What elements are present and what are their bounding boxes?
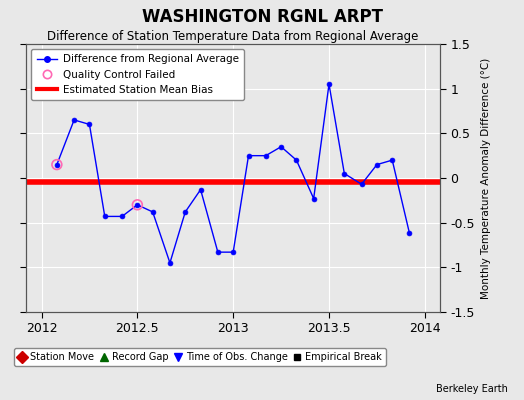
Text: WASHINGTON RGNL ARPT: WASHINGTON RGNL ARPT bbox=[141, 8, 383, 26]
Point bbox=[53, 161, 61, 168]
Text: Berkeley Earth: Berkeley Earth bbox=[436, 384, 508, 394]
Point bbox=[133, 202, 141, 208]
Y-axis label: Monthly Temperature Anomaly Difference (°C): Monthly Temperature Anomaly Difference (… bbox=[481, 57, 490, 299]
Legend: Station Move, Record Gap, Time of Obs. Change, Empirical Break: Station Move, Record Gap, Time of Obs. C… bbox=[15, 348, 386, 366]
Title: Difference of Station Temperature Data from Regional Average: Difference of Station Temperature Data f… bbox=[48, 30, 419, 43]
